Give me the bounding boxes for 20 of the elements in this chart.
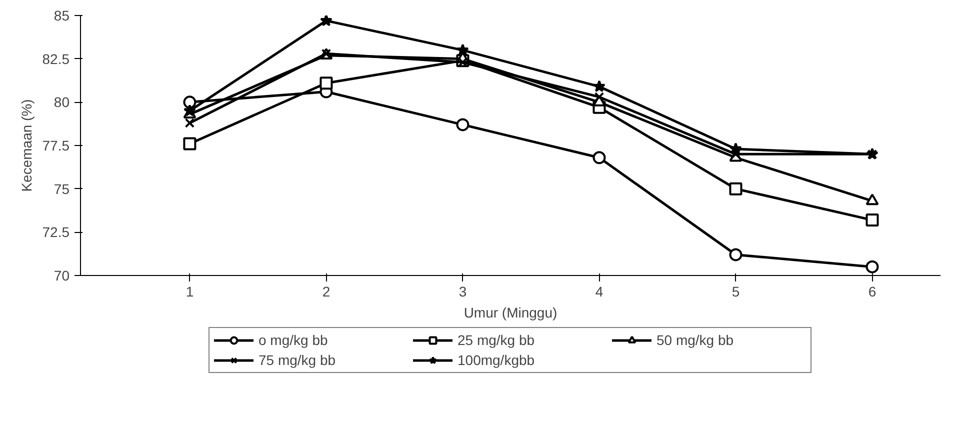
- y-tick-label: 82.5: [42, 50, 70, 67]
- y-tick-label: 85: [54, 8, 70, 24]
- x-tick-label: 6: [868, 284, 876, 300]
- legend-label: 50 mg/kg bb: [656, 332, 735, 348]
- legend-label: o mg/kg bb: [258, 332, 329, 348]
- y-tick-label: 75: [54, 180, 70, 197]
- x-tick-label: 5: [732, 284, 740, 300]
- legend-label: 25 mg/kg bb: [458, 332, 536, 348]
- x-axis-title: Umur (Minggu): [464, 304, 558, 320]
- x-tick-label: 1: [186, 284, 194, 300]
- y-tick-label: 80: [54, 94, 70, 110]
- y-tick-label: 77.5: [42, 138, 70, 154]
- x-tick-label: 3: [458, 284, 467, 300]
- y-tick-label: 72.5: [42, 224, 70, 240]
- legend-label: 75 mg/kg bb: [258, 352, 337, 368]
- y-axis-title: Kecemaan (%): [18, 99, 34, 192]
- legend-label: 100mg/kgbb: [458, 352, 536, 368]
- x-tick-label: 4: [595, 284, 604, 300]
- y-tick-label: 70: [54, 268, 70, 284]
- x-tick-label: 2: [322, 284, 330, 300]
